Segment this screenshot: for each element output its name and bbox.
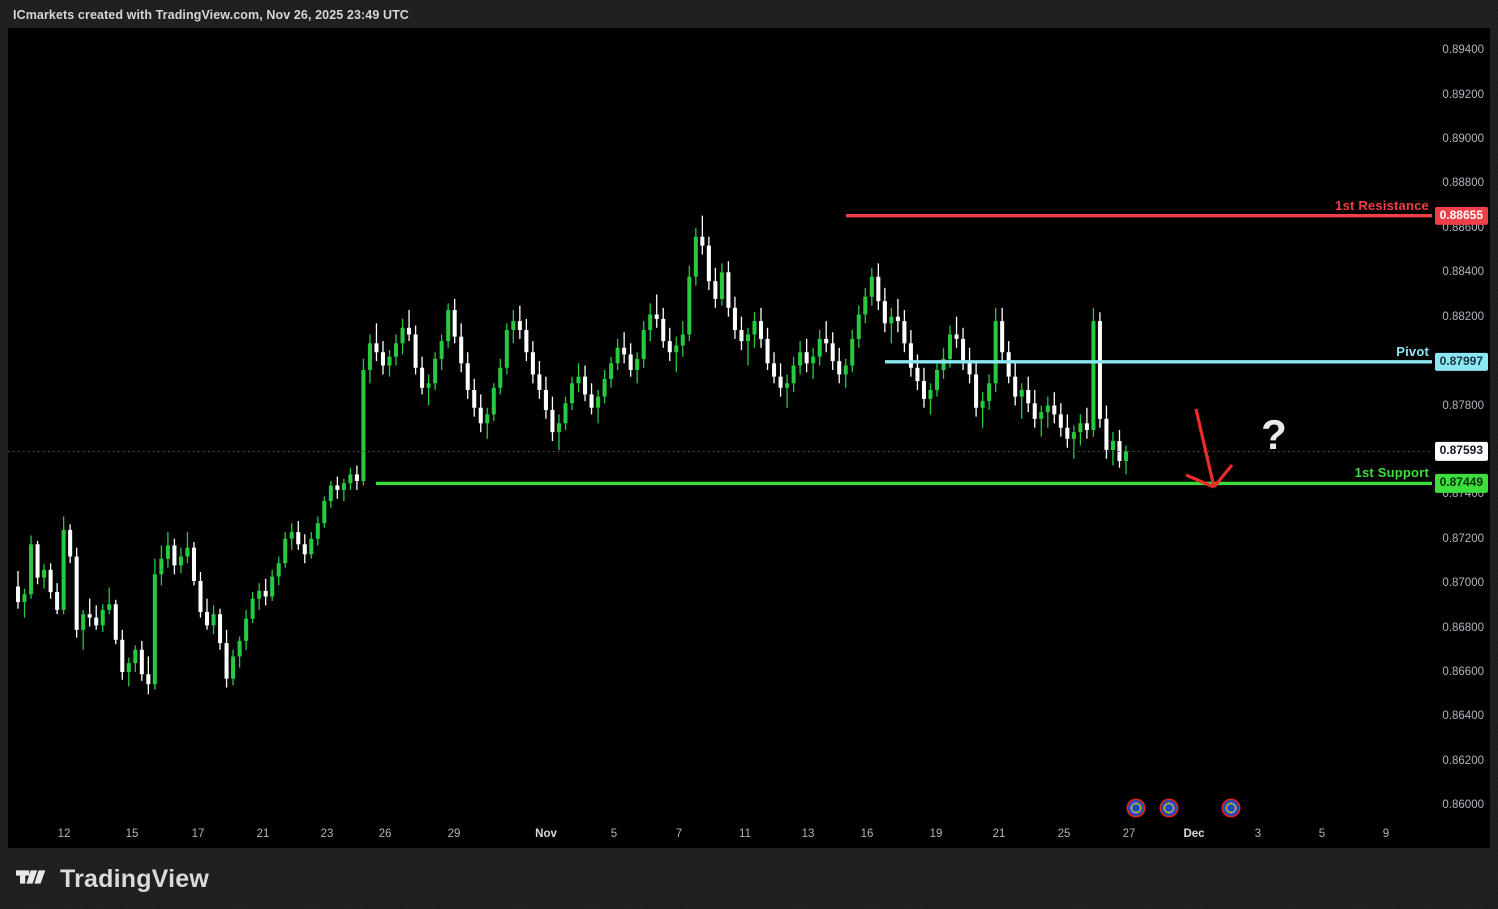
time-tick: 3 xyxy=(1254,828,1262,840)
time-tick: 25 xyxy=(1057,828,1071,840)
pivot-line-label: Pivot xyxy=(1396,343,1429,359)
footer: TradingView xyxy=(0,849,1498,909)
candlestick-svg xyxy=(8,213,1432,695)
time-tick: 19 xyxy=(929,828,943,840)
price-tick: 0.88200 xyxy=(1442,310,1484,323)
chart-plate: 1st Resistance Pivot 1st Support? 0.89400 0… xyxy=(8,28,1490,848)
price-tick: 0.86200 xyxy=(1442,754,1484,767)
time-tick: 21 xyxy=(256,828,270,840)
last-price-badge[interactable]: 0.87593 xyxy=(1434,442,1488,461)
tradingview-wordmark: TradingView xyxy=(60,864,210,893)
support-line-label: 1st Support xyxy=(1354,465,1429,481)
price-axis[interactable]: 0.89400 0.89200 0.89000 0.88800 0.88600 0.884… xyxy=(1416,28,1490,823)
price-tick: 0.87000 xyxy=(1442,577,1484,590)
price-tick: 0.88600 xyxy=(1442,221,1484,234)
time-tick: 11 xyxy=(739,828,751,840)
price-tick: 0.87200 xyxy=(1442,532,1484,545)
time-tick: Dec xyxy=(1183,828,1205,840)
price-tick: 0.89200 xyxy=(1442,88,1484,101)
down-arrow-annotation xyxy=(1185,408,1234,489)
pivot-price-badge[interactable]: 0.87997 xyxy=(1434,352,1488,371)
time-tick: 9 xyxy=(1382,828,1390,840)
time-tick: 21 xyxy=(992,828,1006,840)
price-tick: 0.89400 xyxy=(1442,44,1484,57)
time-tick: 26 xyxy=(378,828,392,840)
price-tick: 0.89000 xyxy=(1442,133,1484,146)
time-tick: 29 xyxy=(447,828,461,840)
resistance-line-label: 1st Resistance xyxy=(1335,197,1429,213)
time-tick: 16 xyxy=(860,828,874,840)
chart-plot-area[interactable]: 1st Resistance Pivot 1st Support? xyxy=(8,28,1432,823)
price-tick: 0.88800 xyxy=(1442,177,1484,190)
time-axis[interactable]: 12 15 17 21 23 26 29 Nov 5 7 11 13 16 19 21 25 27 Dec 3 5 9 xyxy=(8,823,1432,848)
time-tick: 17 xyxy=(191,828,205,840)
price-tick: 0.88400 xyxy=(1442,266,1484,279)
price-tick: 0.87800 xyxy=(1442,399,1484,412)
price-tick: 0.86600 xyxy=(1442,665,1484,678)
time-tick: 12 xyxy=(57,828,71,840)
time-tick: 23 xyxy=(320,828,334,840)
price-tick: 0.86400 xyxy=(1442,710,1484,723)
attribution-text: ICmarkets created with TradingView.com, … xyxy=(13,8,409,22)
support-price-badge[interactable]: 0.87449 xyxy=(1434,474,1488,493)
eu-flag-icon xyxy=(1159,798,1179,818)
question-mark-annotation: ? xyxy=(1261,411,1287,458)
economic-event-marker[interactable] xyxy=(1221,798,1241,818)
tradingview-logo[interactable]: TradingView xyxy=(16,865,209,894)
resistance-price-badge[interactable]: 0.88655 xyxy=(1434,206,1488,225)
economic-event-marker[interactable] xyxy=(1126,798,1146,818)
time-tick: 7 xyxy=(675,828,683,840)
eu-flag-icon xyxy=(1126,798,1146,818)
economic-event-marker[interactable] xyxy=(1159,798,1179,818)
eu-flag-icon xyxy=(1221,798,1241,818)
time-tick: 13 xyxy=(801,828,815,840)
price-tick: 0.86800 xyxy=(1442,621,1484,634)
time-tick: 15 xyxy=(125,828,139,840)
time-tick: 5 xyxy=(610,828,618,840)
time-tick: 5 xyxy=(1318,828,1326,840)
price-tick: 0.86000 xyxy=(1442,799,1484,812)
time-tick: 27 xyxy=(1122,828,1136,840)
time-tick: Nov xyxy=(535,828,557,840)
tradingview-logo-icon xyxy=(16,866,50,893)
